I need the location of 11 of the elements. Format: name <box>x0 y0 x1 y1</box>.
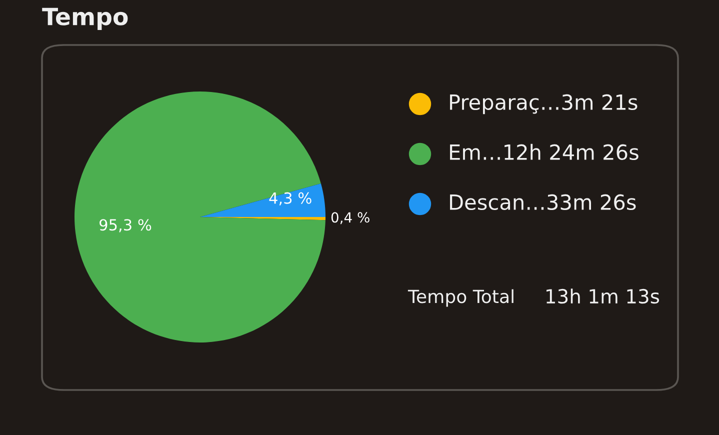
text: Tempo Total <box>408 289 514 307</box>
data-label: 95,3 % <box>100 219 152 232</box>
pie-slice <box>200 184 326 217</box>
data-label: 4,3 % <box>269 192 312 206</box>
legend-label: Descan…33m 26s <box>450 194 636 210</box>
text: 13h 1m 13s <box>546 288 660 304</box>
legend-label: Preparaç…3m 21s <box>450 94 638 114</box>
legend-label: Em…12h 24m 26s <box>450 144 638 160</box>
pie-slice <box>74 92 326 342</box>
chart-title: Tempo <box>42 8 128 30</box>
data-label: 0,4 % <box>331 212 370 224</box>
